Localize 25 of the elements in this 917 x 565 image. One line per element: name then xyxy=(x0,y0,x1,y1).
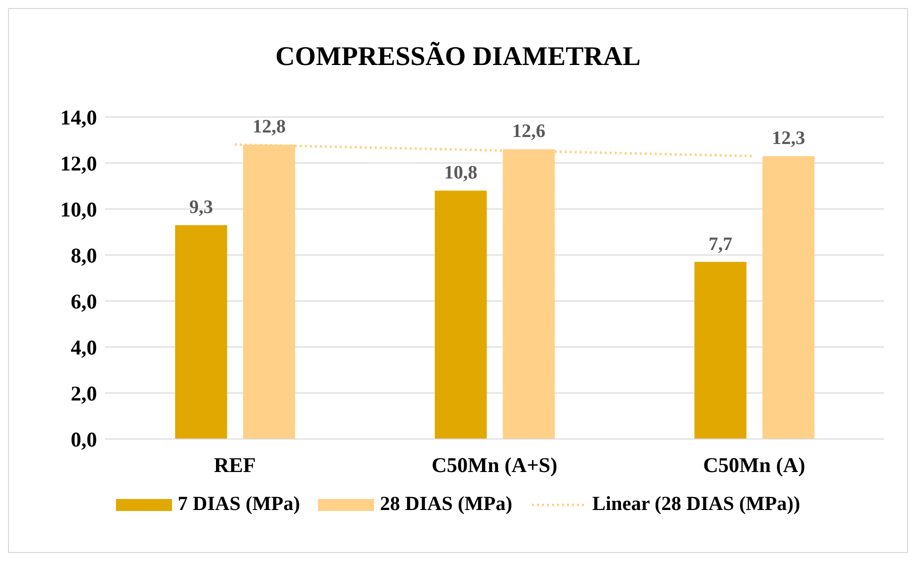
bar xyxy=(434,190,487,439)
y-tick-label: 10,0 xyxy=(60,197,97,222)
y-tick-label: 6,0 xyxy=(70,289,97,314)
data-label: 12,3 xyxy=(772,128,806,150)
x-tick-label: C50Mn (A) xyxy=(703,452,806,477)
data-label: 10,8 xyxy=(444,162,478,184)
legend-label: Linear (28 DIAS (MPa)) xyxy=(592,493,800,516)
x-tick-label: REF xyxy=(214,452,256,477)
legend-label: 28 DIAS (MPa) xyxy=(380,493,512,516)
y-tick-label: 14,0 xyxy=(60,105,97,130)
chart-title: COMPRESSÃO DIAMETRAL xyxy=(274,40,642,71)
y-tick-label: 12,0 xyxy=(60,151,97,176)
y-tick-label: 0,0 xyxy=(70,427,97,452)
y-tick-label: 8,0 xyxy=(70,243,97,268)
bar xyxy=(175,225,228,439)
data-label: 9,3 xyxy=(189,197,213,218)
legend-label: 7 DIAS (MPa) xyxy=(178,493,300,516)
bar xyxy=(694,262,746,439)
y-tick-label: 2,0 xyxy=(70,381,97,406)
data-label: 12,8 xyxy=(252,116,286,138)
data-label: 7,7 xyxy=(708,234,733,255)
data-label: 12,6 xyxy=(512,121,546,142)
x-tick-label: C50Mn (A+S) xyxy=(432,452,558,477)
bar xyxy=(762,156,814,439)
y-tick-label: 4,0 xyxy=(70,335,97,360)
